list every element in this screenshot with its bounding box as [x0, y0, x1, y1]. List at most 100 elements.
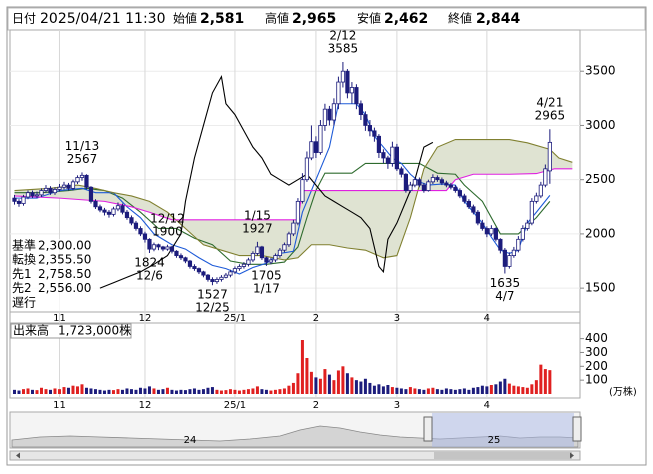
candle-body — [250, 253, 256, 261]
y-tick-label: 1500 — [585, 281, 616, 295]
high-date-label: 4/21 — [536, 96, 563, 110]
candle-body — [196, 268, 202, 273]
volume-bar — [350, 377, 354, 394]
navigator-handle[interactable] — [572, 416, 582, 442]
navigator-handle[interactable] — [423, 416, 433, 442]
candle-body — [466, 200, 471, 208]
volume-bar — [210, 387, 214, 394]
candle-body — [390, 146, 395, 164]
candle-body — [12, 197, 17, 202]
volume-label-box — [10, 323, 132, 339]
volume-bar — [93, 389, 97, 394]
volume-bar — [129, 389, 133, 394]
volume-bar — [255, 386, 259, 394]
volume-bar — [269, 390, 273, 394]
low-date-label: 12/6 — [136, 268, 163, 282]
candle-body — [291, 222, 296, 235]
x-tick-label: 25/1 — [224, 313, 246, 324]
candle-body — [300, 179, 305, 202]
volume-bar — [332, 380, 336, 394]
volume-bar — [242, 389, 246, 394]
y-tick-label: 3000 — [585, 118, 616, 132]
date-strip — [9, 311, 581, 324]
volume-bar — [354, 380, 358, 394]
y-tick-label: 2000 — [585, 226, 616, 240]
candle-body — [264, 257, 269, 263]
candle-body — [111, 208, 116, 215]
candle-body — [97, 206, 103, 211]
candle-body — [525, 222, 530, 229]
candle-body — [340, 70, 346, 83]
scrollbar[interactable] — [9, 450, 581, 461]
candle-body — [484, 228, 489, 235]
candle-body — [295, 200, 301, 224]
volume-bar — [161, 389, 165, 394]
candle-body — [349, 87, 355, 94]
volume-bar — [336, 370, 340, 394]
volume-bar — [134, 389, 138, 394]
volume-bar — [237, 390, 241, 394]
candle-body — [511, 249, 516, 257]
volume-bar — [341, 366, 345, 394]
volume-bar — [26, 388, 30, 394]
candle-body — [304, 157, 310, 181]
legend-value: 2,556.00 — [38, 281, 91, 295]
candle-body — [210, 279, 215, 283]
high-value-label: 2965 — [535, 109, 566, 123]
volume-bar — [327, 374, 331, 394]
candle-body — [313, 141, 319, 153]
candle-body — [399, 168, 404, 175]
volume-bar — [80, 384, 84, 394]
header-value: 2,965 — [292, 11, 336, 27]
volume-bar — [102, 390, 106, 394]
volume-bar — [462, 388, 466, 394]
candle-body — [408, 184, 413, 191]
volume-bar — [179, 389, 183, 394]
candle-body — [25, 192, 31, 198]
volume-bar — [539, 364, 543, 394]
x-tick-label: 11 — [53, 313, 66, 324]
candle-body — [259, 246, 265, 259]
candle-body — [426, 181, 431, 191]
candle-body — [453, 186, 458, 191]
x-tick-label: 11 — [53, 400, 66, 411]
volume-bar — [359, 381, 363, 394]
candle-body — [516, 238, 521, 251]
candle-body — [43, 187, 49, 191]
volume-bar — [215, 389, 219, 394]
ichimoku-cloud — [14, 139, 573, 260]
candle-body — [30, 192, 35, 197]
high-value-label: 3585 — [328, 41, 359, 55]
navigator-selection[interactable] — [432, 413, 574, 447]
candle-body — [142, 233, 148, 240]
volume-bar — [318, 378, 322, 394]
high-date-label: 1/15 — [244, 208, 271, 222]
low-value-label: 1824 — [134, 255, 165, 269]
volume-bar — [422, 389, 426, 394]
volume-bar — [143, 388, 147, 394]
legend-value: 2,300.00 — [38, 239, 91, 253]
volume-bar — [251, 388, 255, 394]
candle-body — [66, 184, 71, 189]
candle-body — [52, 189, 58, 194]
candle-body — [174, 250, 179, 256]
high-date-label: 11/13 — [65, 139, 100, 153]
volume-bar — [170, 389, 174, 394]
header-value: 2,581 — [200, 11, 244, 27]
volume-bar — [296, 373, 300, 394]
volume-bar — [305, 358, 309, 394]
legend-name: 先2 — [12, 281, 32, 295]
candle-body — [367, 125, 373, 132]
candle-body — [21, 196, 26, 204]
candle-body — [493, 228, 498, 240]
high-date-label: 12/12 — [150, 211, 185, 225]
volume-bar — [386, 385, 390, 394]
candle-body — [381, 152, 386, 159]
y-tick-label: 100 — [585, 373, 608, 387]
volume-bar — [120, 389, 124, 394]
volume-bar — [435, 389, 439, 394]
candle-body — [246, 259, 251, 265]
scrollbar-thumb[interactable] — [434, 452, 572, 459]
candle-body — [421, 184, 426, 191]
